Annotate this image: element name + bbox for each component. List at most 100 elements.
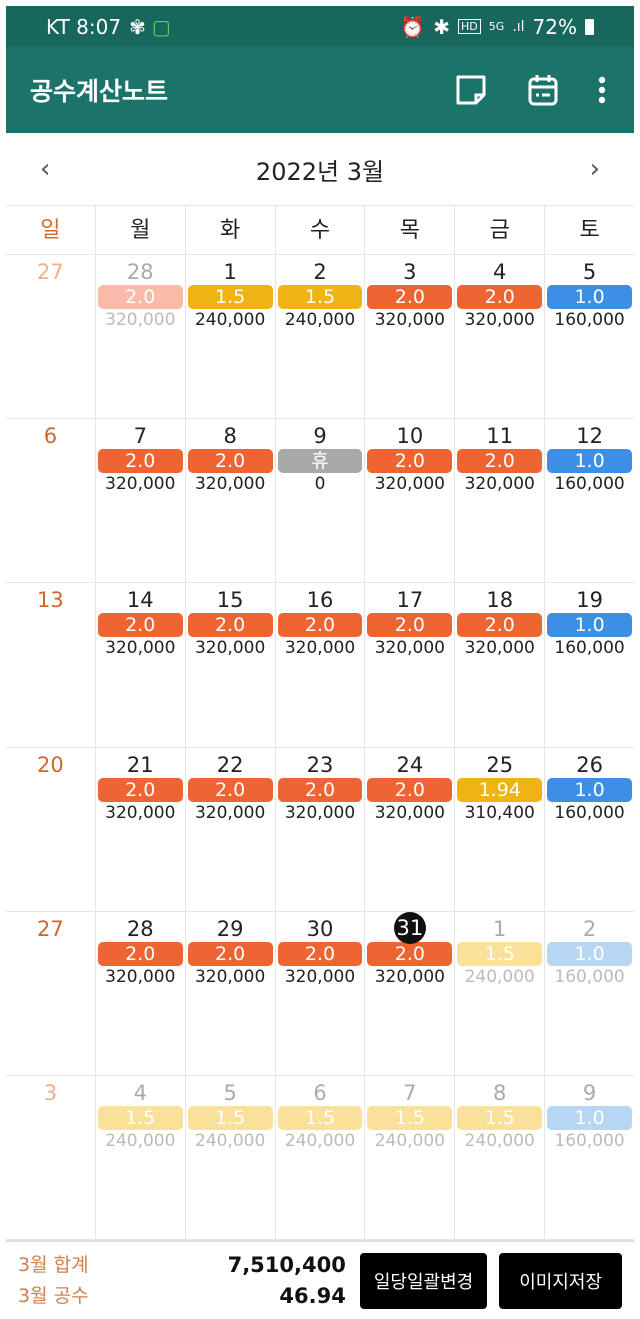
day-number: 6 <box>43 424 58 449</box>
day-cell[interactable]: 18 2.0 320,000 <box>454 583 544 747</box>
day-cell[interactable]: 2 1.0 160,000 <box>544 911 634 1075</box>
day-cell[interactable]: 21 2.0 320,000 <box>94 747 185 911</box>
daily-pay: 320,000 <box>284 638 356 659</box>
day-number: 21 <box>126 752 154 777</box>
day-number: 1 <box>493 916 507 941</box>
day-cell[interactable]: 3 2.0 320,000 <box>364 255 454 419</box>
day-cell[interactable]: 22 2.0 320,000 <box>184 747 275 911</box>
day-cell[interactable]: 7 1.5 240,000 <box>364 1075 454 1240</box>
day-cell[interactable]: 6 1.5 240,000 <box>274 1075 365 1240</box>
day-cell[interactable]: 20 <box>6 748 95 911</box>
day-cell[interactable]: 8 1.5 240,000 <box>454 1075 544 1240</box>
work-badge: 1.0 <box>547 285 633 309</box>
day-cell[interactable]: 3 <box>6 1076 95 1239</box>
daily-pay: 320,000 <box>374 474 446 495</box>
work-badge: 2.0 <box>97 613 183 638</box>
day-cell[interactable]: 11 2.0 320,000 <box>454 419 544 583</box>
day-cell[interactable]: 30 2.0 320,000 <box>274 911 365 1075</box>
work-badge: 2.0 <box>187 449 273 474</box>
work-badge: 1.5 <box>97 1105 183 1130</box>
day-cell[interactable]: 17 2.0 320,000 <box>364 583 454 747</box>
month-nav: ‹ 2022년 3월 › <box>0 133 640 205</box>
day-cell[interactable]: 4 1.5 240,000 <box>94 1075 185 1240</box>
daily-pay: 160,000 <box>554 1130 625 1151</box>
day-cell[interactable]: 27 <box>6 912 95 1075</box>
daily-pay: 320,000 <box>464 638 535 659</box>
day-number: 11 <box>486 424 514 449</box>
more-icon[interactable] <box>598 76 606 104</box>
calendar-icon[interactable] <box>528 74 558 106</box>
day-cell[interactable]: 23 2.0 320,000 <box>274 747 365 911</box>
daily-pay: 160,000 <box>554 638 625 659</box>
work-badge: 1.5 <box>277 285 363 309</box>
daily-pay: 320,000 <box>194 802 266 823</box>
bulk-wage-change-button[interactable]: 일당일괄변경 <box>359 1252 488 1309</box>
day-number: 8 <box>493 1080 507 1105</box>
day-cell[interactable]: 1 1.5 240,000 <box>184 255 275 419</box>
work-badge: 2.0 <box>187 777 273 802</box>
day-cell[interactable]: 10 2.0 320,000 <box>364 419 454 583</box>
day-number: 19 <box>576 588 603 613</box>
daily-pay: 320,000 <box>284 802 356 823</box>
fan-icon: ✾ <box>129 14 146 39</box>
day-cell[interactable]: 16 2.0 320,000 <box>274 583 365 747</box>
daily-pay: 240,000 <box>284 1130 356 1151</box>
day-cell[interactable]: 5 1.5 240,000 <box>184 1075 275 1240</box>
status-bar: KT 8:07 ✾ ▢ ⏰ ✱ HD 5G .ıl 72% <box>6 6 634 47</box>
day-cell[interactable]: 9 1.0 160,000 <box>544 1075 634 1240</box>
day-cell[interactable]: 24 2.0 320,000 <box>364 747 454 911</box>
day-number: 25 <box>486 752 514 777</box>
daily-pay: 320,000 <box>194 966 266 987</box>
work-badge: 1.5 <box>457 1105 543 1130</box>
week-row: 20 21 2.0 320,000 22 2.0 320,000 23 2.0 320,000 24… <box>6 747 634 912</box>
day-cell[interactable]: 13 <box>6 583 95 746</box>
daily-pay: 320,000 <box>194 638 266 659</box>
total-value: 7,510,400 <box>227 1252 346 1277</box>
calendar-grid: 27 28 2.0 320,000 1 1.5 240,000 2 1.5 240,000 3 2.0… <box>6 255 634 1241</box>
day-cell[interactable]: 26 1.0 160,000 <box>544 747 634 911</box>
day-cell[interactable]: 27 <box>6 255 95 418</box>
work-badge: 2.0 <box>187 941 273 966</box>
daily-pay: 320,000 <box>284 966 356 987</box>
day-cell[interactable]: 12 1.0 160,000 <box>544 419 634 583</box>
day-cell[interactable]: 28 2.0 320,000 <box>94 255 185 419</box>
work-badge: 2.0 <box>457 285 543 309</box>
week-row: 27 28 2.0 320,000 1 1.5 240,000 2 1.5 240,000 3 2.0… <box>6 255 634 420</box>
day-cell[interactable]: 15 2.0 320,000 <box>184 583 275 747</box>
work-badge: 2.0 <box>97 777 183 802</box>
day-number: 15 <box>216 588 244 613</box>
day-cell[interactable]: 2 1.5 240,000 <box>274 255 365 419</box>
day-cell[interactable]: 7 2.0 320,000 <box>94 419 185 583</box>
day-number: 2 <box>582 916 597 941</box>
day-cell[interactable]: 8 2.0 320,000 <box>184 419 275 583</box>
next-month-button[interactable]: › <box>589 154 600 184</box>
save-image-button[interactable]: 이미지저장 <box>499 1252 622 1309</box>
note-icon[interactable] <box>454 73 488 107</box>
day-cell[interactable]: 14 2.0 320,000 <box>94 583 185 747</box>
day-number: 7 <box>133 424 147 449</box>
week-row: 3 4 1.5 240,000 5 1.5 240,000 6 1.5 240,000 7 1.5 24… <box>6 1075 634 1241</box>
work-badge: 2.0 <box>367 449 453 474</box>
day-number: 17 <box>396 588 424 613</box>
day-cell[interactable]: 25 1.94 310,400 <box>454 747 544 911</box>
day-number: 16 <box>306 588 334 613</box>
day-cell[interactable]: 29 2.0 320,000 <box>184 911 275 1075</box>
day-cell[interactable]: 4 2.0 320,000 <box>454 255 544 419</box>
work-badge: 2.0 <box>97 941 183 966</box>
day-cell[interactable]: 5 1.0 160,000 <box>544 255 634 419</box>
day-cell[interactable]: 19 1.0 160,000 <box>544 583 634 747</box>
work-badge: 1.5 <box>367 1105 453 1130</box>
work-badge: 1.0 <box>547 1105 633 1130</box>
day-cell[interactable]: 6 <box>6 419 95 582</box>
prev-month-button[interactable]: ‹ <box>40 154 51 184</box>
bluetooth-icon: ✱ <box>433 14 451 39</box>
work-badge: 1.0 <box>547 941 633 966</box>
daily-pay: 160,000 <box>554 310 625 330</box>
day-cell[interactable]: 1 1.5 240,000 <box>454 911 544 1075</box>
month-title: 2022년 3월 <box>255 157 385 186</box>
work-badge: 2.0 <box>187 613 273 638</box>
daily-pay: 320,000 <box>464 474 535 495</box>
day-cell[interactable]: 28 2.0 320,000 <box>94 911 185 1075</box>
day-cell[interactable]: 31 2.0 320,000 <box>364 911 454 1075</box>
